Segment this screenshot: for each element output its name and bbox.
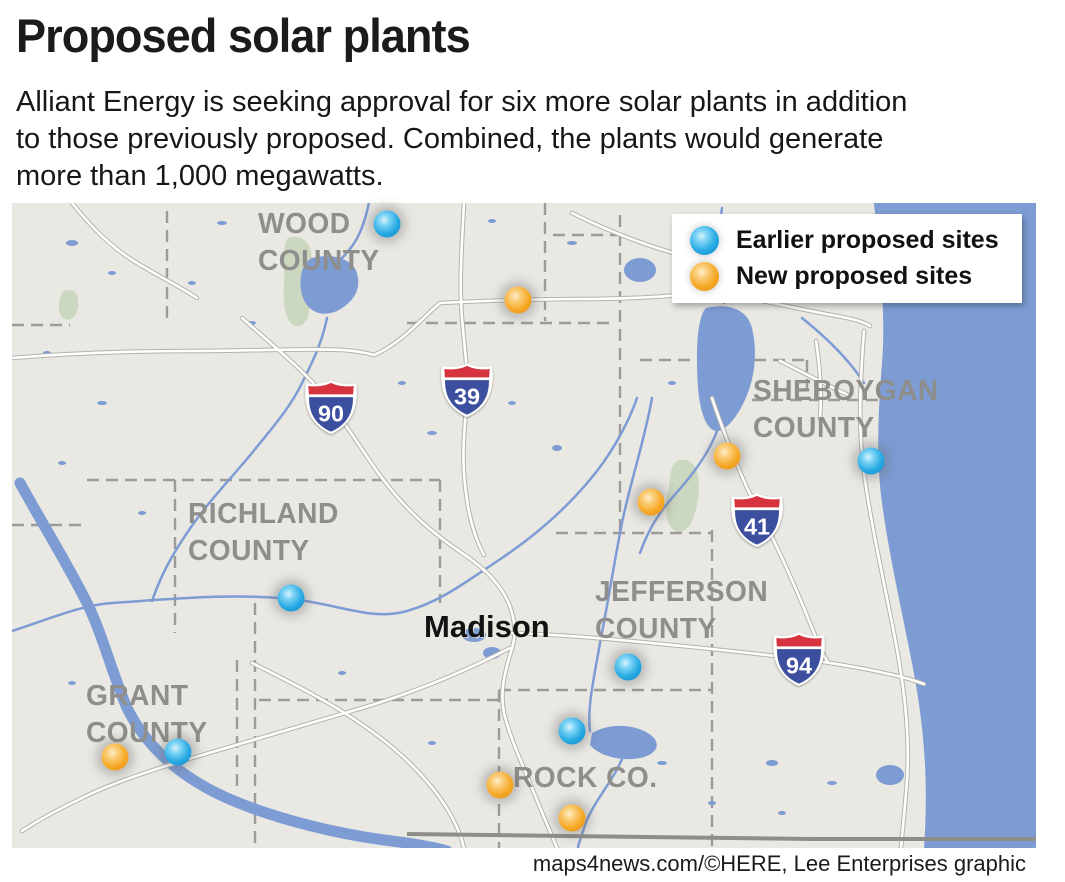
- legend: Earlier proposed sites New proposed site…: [672, 214, 1022, 303]
- major-road: [406, 832, 1036, 842]
- intro-line: more than 1,000 megawatts.: [16, 160, 384, 192]
- svg-text:90: 90: [318, 400, 344, 426]
- site-marker-earlier: [164, 738, 192, 766]
- petenwell-lake: [300, 256, 359, 314]
- county-label-grant: GRANT COUNTY: [86, 680, 208, 749]
- lake-michigan: [874, 203, 1036, 848]
- site-marker-new: [713, 442, 741, 470]
- county-label-jefferson: JEFFERSON COUNTY: [595, 576, 769, 645]
- interstate-90-shield: 90: [305, 380, 357, 434]
- site-marker-new: [486, 771, 514, 799]
- site-marker-earlier: [614, 653, 642, 681]
- mississippi-river: [14, 477, 452, 848]
- site-marker-earlier: [373, 210, 401, 238]
- svg-text:41: 41: [744, 513, 770, 539]
- county-label-wood: WOOD COUNTY: [258, 208, 380, 277]
- interstate-41-shield: 41: [731, 493, 783, 547]
- site-marker-earlier: [277, 584, 305, 612]
- new-sites-dot-icon: [690, 261, 719, 291]
- county-label-rock: ROCK CO.: [513, 762, 658, 794]
- legend-item-earlier: Earlier proposed sites: [690, 222, 1022, 258]
- site-marker-new: [504, 286, 532, 314]
- water-features: [12, 203, 1036, 848]
- intro-line: Alliant Energy is seeking approval for s…: [16, 86, 908, 118]
- county-label-richland: RICHLAND COUNTY: [188, 498, 339, 567]
- intro-line: to those previously proposed. Combined, …: [16, 123, 884, 155]
- intro-text: Alliant Energy is seeking approval for s…: [16, 84, 907, 195]
- earlier-sites-dot-icon: [690, 225, 719, 255]
- legend-label: New proposed sites: [736, 261, 973, 290]
- svg-text:94: 94: [786, 652, 812, 678]
- site-marker-new: [637, 488, 665, 516]
- page-title: Proposed solar plants: [16, 9, 471, 62]
- site-marker-new: [558, 804, 586, 832]
- site-marker-earlier: [857, 447, 885, 475]
- legend-label: Earlier proposed sites: [736, 225, 999, 254]
- site-marker-new: [101, 743, 129, 771]
- marsh-areas: [58, 237, 700, 532]
- legend-item-new: New proposed sites: [690, 258, 1022, 294]
- city-label-madison: Madison: [424, 609, 550, 644]
- svg-text:39: 39: [454, 383, 480, 409]
- wisconsin-map: WOOD COUNTY SHEBOYGAN COUNTY RICHLAND CO…: [12, 203, 1036, 848]
- interstate-39-shield: 39: [441, 363, 493, 417]
- county-label-sheboygan: SHEBOYGAN COUNTY: [753, 375, 939, 444]
- interstate-94-shield: 94: [773, 632, 825, 686]
- lake-koshkonong: [590, 725, 657, 760]
- site-marker-earlier: [558, 717, 586, 745]
- attribution: maps4news.com/©HERE, Lee Enterprises gra…: [532, 851, 1026, 876]
